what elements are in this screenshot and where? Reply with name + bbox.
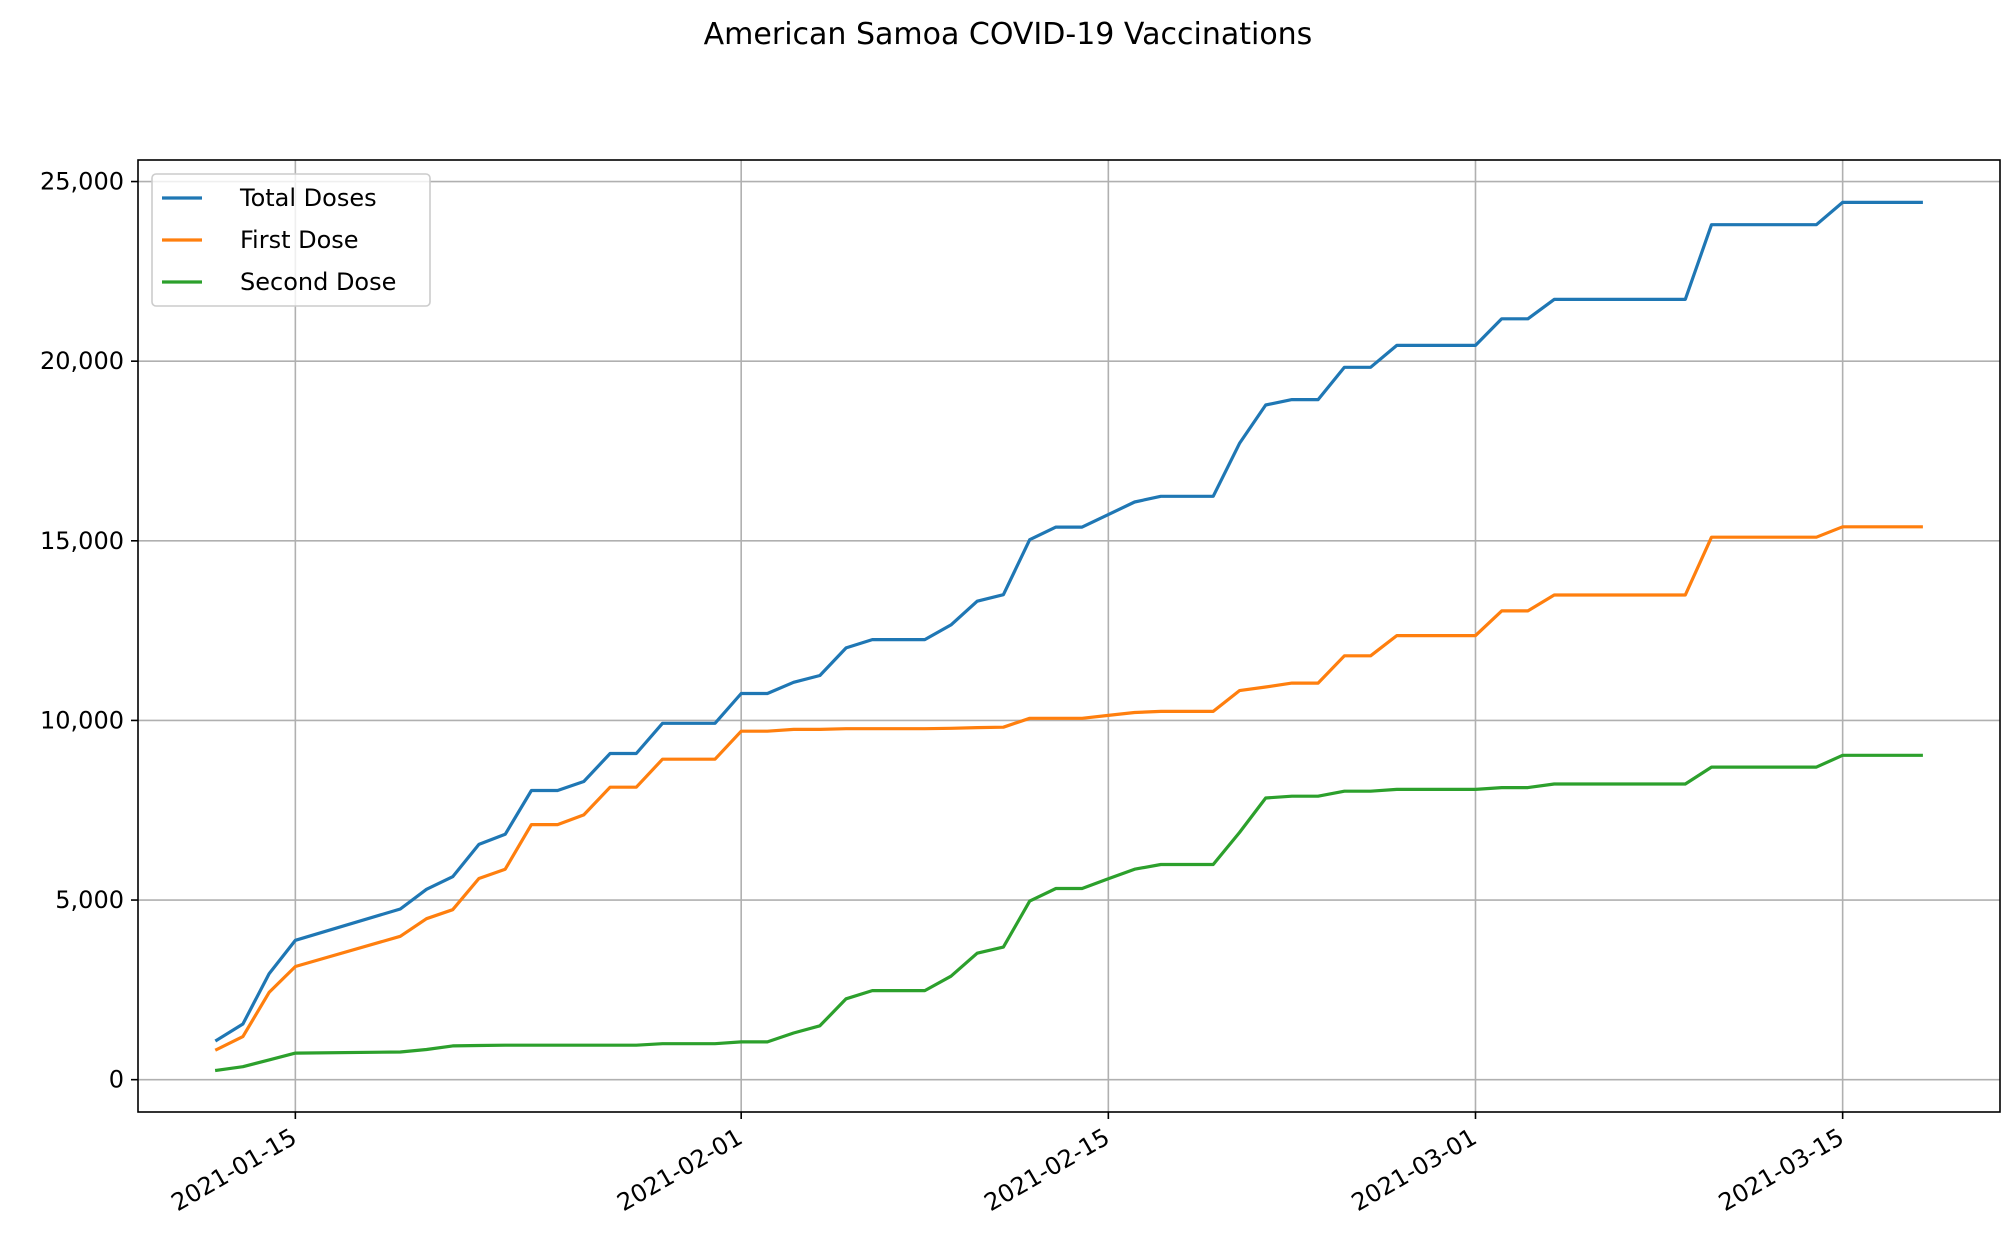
plot-area-frame [137,159,2001,1113]
y-tick-label: 0 [109,1066,124,1094]
x-tick-label: 2021-02-15 [980,1123,1115,1217]
x-tick-label: 2021-03-15 [1714,1123,1849,1217]
series-lines [214,200,1923,1073]
series-line-first-dose [214,525,1923,1052]
legend-label: Second Dose [240,268,396,296]
legend-label: Total Doses [239,184,377,212]
y-tick-label: 15,000 [40,527,124,555]
y-tick-label: 25,000 [40,168,124,196]
grid [138,160,2000,1112]
series-line-total-doses [214,200,1923,1043]
legend: Total Doses First Dose Second Dose [151,173,431,307]
x-tick-label: 2021-01-15 [167,1123,302,1217]
x-tick-label: 2021-03-01 [1347,1123,1482,1217]
chart-title: American Samoa COVID-19 Vaccinations [704,17,1313,52]
y-tick-label: 10,000 [40,706,124,734]
legend-label: First Dose [240,226,359,254]
y-tick-label: 20,000 [40,347,124,375]
x-tick-label: 2021-02-01 [612,1123,747,1217]
axis-ticks: 2021-01-15 2021-02-01 2021-02-15 2021-03-01… [40,168,1849,1217]
y-tick-label: 5,000 [55,886,124,914]
series-line-second-dose [214,753,1923,1073]
legend-box [151,173,431,307]
